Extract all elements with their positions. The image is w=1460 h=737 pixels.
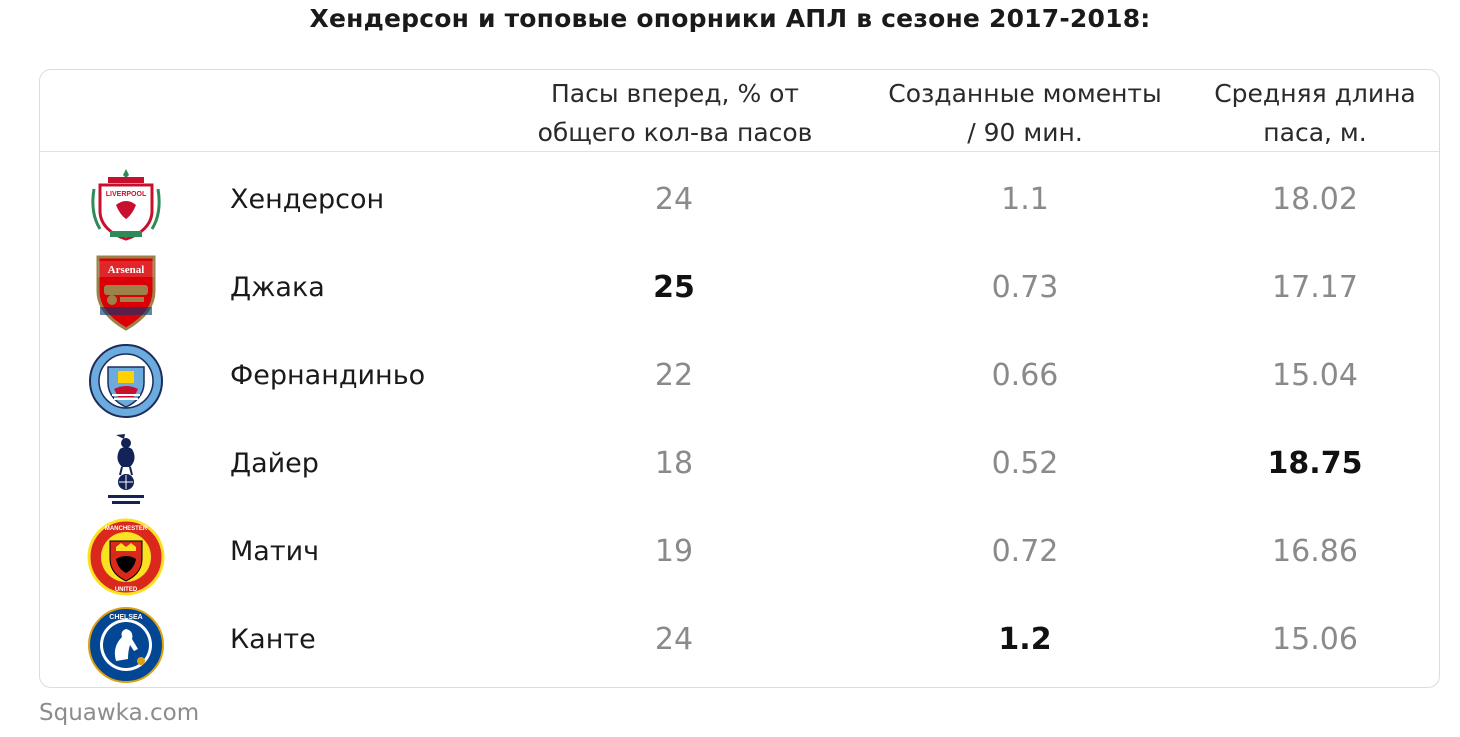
chances-created-value: 1.1 (1001, 182, 1049, 217)
pass-length-value: 16.86 (1272, 534, 1358, 569)
pass-length-value: 15.04 (1272, 358, 1358, 393)
chances-created-value: 0.66 (991, 358, 1059, 393)
chances-created-value: 0.73 (991, 270, 1059, 305)
chances-created-value: 1.2 (998, 622, 1052, 657)
svg-text:CHELSEA: CHELSEA (109, 614, 142, 621)
column-header-forward-passes: Пасы вперед, % от общего кол-ва пасов (537, 79, 813, 147)
player-name: Матич (230, 536, 320, 567)
chart-title: Хендерсон и топовые опорники АПЛ в сезон… (309, 4, 1151, 33)
table-row: MANCHESTER UNITED Матич 19 0.72 16.86 (40, 508, 1439, 596)
liverpool-crest-icon: LIVERPOOL (86, 165, 166, 245)
table-row: CHELSEA Канте 24 1.2 15.06 (40, 596, 1439, 684)
player-name: Хендерсон (230, 184, 385, 215)
svg-text:MANCHESTER: MANCHESTER (105, 526, 148, 532)
table-row: Arsenal Джака 25 0.73 17.17 (40, 244, 1439, 332)
forward-passes-value: 19 (654, 534, 694, 569)
forward-passes-value: 25 (653, 270, 695, 305)
table-row: Дайер 18 0.52 18.75 (40, 420, 1439, 508)
forward-passes-value: 22 (654, 358, 694, 393)
arsenal-crest-icon: Arsenal (86, 253, 166, 333)
player-name: Фернандиньо (230, 360, 426, 391)
column-header-pass-length: Средняя длина паса, м. (1214, 79, 1416, 147)
svg-text:UNITED: UNITED (115, 587, 138, 593)
tottenham-crest-icon (86, 429, 166, 509)
forward-passes-value: 24 (654, 622, 694, 657)
svg-text:LIVERPOOL: LIVERPOOL (106, 191, 147, 198)
player-name: Дайер (230, 448, 319, 479)
table-row: LIVERPOOL Хендерсон 24 1.1 18.02 (40, 156, 1439, 244)
forward-passes-value: 18 (654, 446, 694, 481)
manchester-city-crest-icon (86, 341, 166, 421)
column-header-chances-created: Созданные моменты / 90 мин. (888, 79, 1162, 147)
chances-created-value: 0.52 (991, 446, 1059, 481)
pass-length-value: 15.06 (1272, 622, 1358, 657)
player-name: Канте (230, 624, 316, 655)
table-row: Фернандиньо 22 0.66 15.04 (40, 332, 1439, 420)
pass-length-value: 18.02 (1272, 182, 1358, 217)
svg-text:Arsenal: Arsenal (108, 264, 145, 276)
stats-table: Пасы вперед, % от общего кол-ва пасов Со… (39, 69, 1440, 688)
pass-length-value: 18.75 (1267, 446, 1363, 481)
header-divider (40, 151, 1439, 152)
player-name: Джака (230, 272, 325, 303)
forward-passes-value: 24 (654, 182, 694, 217)
pass-length-value: 17.17 (1272, 270, 1358, 305)
chelsea-crest-icon: CHELSEA (86, 605, 166, 685)
chances-created-value: 0.72 (991, 534, 1059, 569)
source-credit: Squawka.com (39, 700, 200, 726)
manchester-united-crest-icon: MANCHESTER UNITED (86, 517, 166, 597)
